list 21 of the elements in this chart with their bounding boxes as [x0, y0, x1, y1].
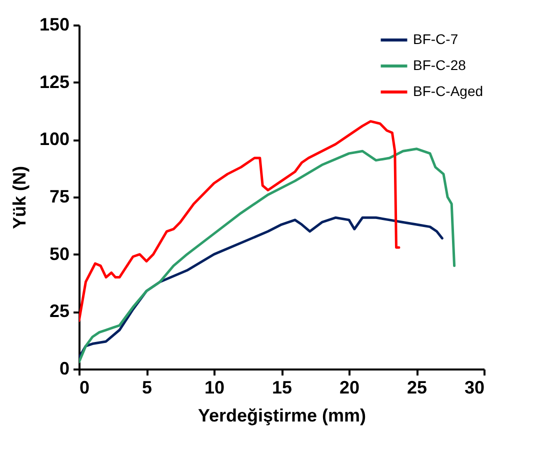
x-tick-label: 10	[204, 378, 225, 398]
legend-label: BF-C-28	[413, 57, 466, 73]
line-series	[79, 120, 400, 322]
x-axis-title: Yerdeğiştirme (mm)	[198, 406, 366, 426]
x-tick-label: 5	[142, 378, 152, 398]
y-tick-label: 50	[49, 244, 70, 264]
x-tick-label: 0	[80, 378, 90, 398]
x-tick-label: 20	[339, 378, 360, 398]
x-tick-label: 15	[272, 378, 292, 398]
legend-label: BF-C-7	[413, 31, 458, 47]
y-tick-label: 100	[39, 129, 70, 150]
y-tick-label: 0	[59, 358, 70, 378]
y-tick-label: 150	[39, 14, 70, 34]
y-tick-label: 25	[49, 301, 70, 322]
line-series	[79, 148, 456, 364]
legend-label: BF-C-Aged	[413, 83, 484, 99]
y-tick-label: 75	[49, 186, 70, 206]
x-tick-label: 30	[464, 378, 484, 398]
x-tick-label: 25	[406, 378, 428, 398]
y-tick-label: 125	[39, 72, 70, 92]
y-axis-title: Yük (N)	[9, 166, 30, 229]
